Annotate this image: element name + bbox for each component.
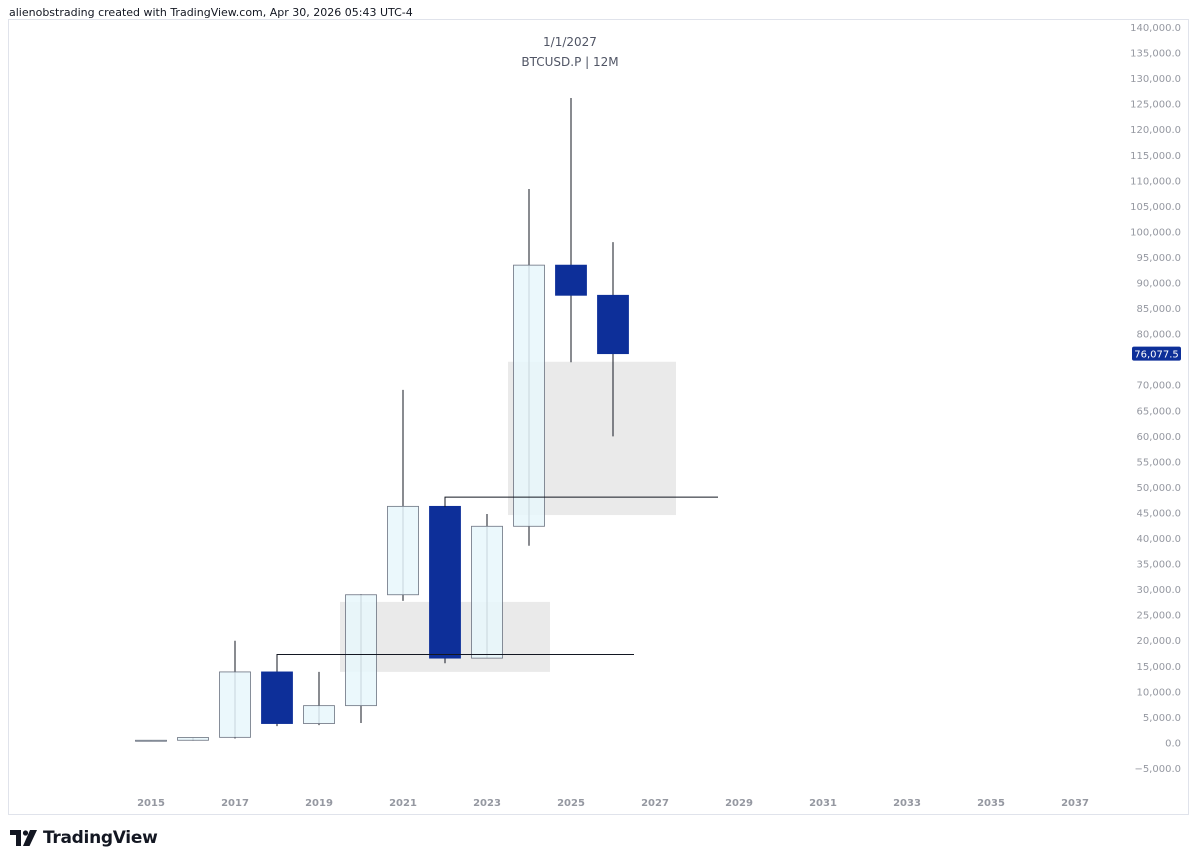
time-axis: 2015 2017 2019 2021 2023 2025 2027 2029 2031 2033…: [137, 798, 1089, 809]
horizontal-level-line[interactable]: [444, 496, 718, 508]
levels-layer: [276, 496, 718, 665]
y-tick-label: −5,000.0: [1134, 764, 1181, 775]
candle-body-up: [177, 737, 209, 741]
candle-body-up: [303, 705, 335, 724]
candle[interactable]: [429, 497, 461, 664]
x-tick-label: 2021: [389, 798, 417, 809]
y-tick-label: 95,000.0: [1136, 253, 1181, 264]
y-tick-label: 90,000.0: [1136, 279, 1181, 290]
candle[interactable]: [135, 739, 167, 742]
y-tick-label: 105,000.0: [1130, 202, 1181, 213]
x-tick-label: 2035: [977, 798, 1005, 809]
last-price-tag: 76,077.5: [1132, 346, 1181, 361]
y-tick-label: 55,000.0: [1136, 457, 1181, 468]
x-tick-label: 2029: [725, 798, 753, 809]
y-tick-label: 70,000.0: [1136, 381, 1181, 392]
tradingview-logo-text: TradingView: [43, 828, 158, 848]
tradingview-logo-icon: [10, 830, 37, 846]
y-tick-label: 125,000.0: [1130, 100, 1181, 111]
x-tick-label: 2027: [641, 798, 669, 809]
candlestick-chart[interactable]: 140,000.0 135,000.0 130,000.0 125,000.0 120,…: [9, 20, 1190, 816]
x-tick-label: 2037: [1061, 798, 1089, 809]
x-tick-label: 2033: [893, 798, 921, 809]
horizontal-level-line[interactable]: [276, 654, 634, 665]
y-tick-label: 30,000.0: [1136, 585, 1181, 596]
chart-area[interactable]: 140,000.0 135,000.0 130,000.0 125,000.0 120,…: [8, 19, 1189, 815]
y-tick-label: 60,000.0: [1136, 432, 1181, 443]
y-tick-label: 120,000.0: [1130, 125, 1181, 136]
y-tick-label: 100,000.0: [1130, 227, 1181, 238]
candle-body-down: [597, 294, 629, 355]
y-tick-label: 80,000.0: [1136, 330, 1181, 341]
y-tick-label: 45,000.0: [1136, 508, 1181, 519]
candle[interactable]: [219, 640, 251, 739]
x-tick-label: 2017: [221, 798, 249, 809]
candle[interactable]: [345, 594, 377, 724]
x-tick-label: 2019: [305, 798, 333, 809]
last-price-tag-bg: [1132, 346, 1181, 361]
candle-body-down: [555, 264, 587, 296]
y-tick-label: 140,000.0: [1130, 23, 1181, 34]
candle-body-up: [219, 671, 251, 738]
candle-body-up: [471, 525, 503, 659]
candle-body-up: [135, 739, 167, 742]
x-tick-label: 2025: [557, 798, 585, 809]
candle-body-up: [387, 505, 419, 596]
chart-date-label: 1/1/2027: [543, 35, 597, 49]
y-tick-label: 110,000.0: [1130, 176, 1181, 187]
y-tick-label: 40,000.0: [1136, 534, 1181, 545]
candle[interactable]: [177, 737, 209, 741]
y-tick-label: 10,000.0: [1136, 687, 1181, 698]
y-tick-label: 85,000.0: [1136, 304, 1181, 315]
candle[interactable]: [513, 188, 545, 546]
candle-body-down: [261, 671, 293, 724]
x-tick-label: 2031: [809, 798, 837, 809]
y-tick-label: 20,000.0: [1136, 636, 1181, 647]
last-price-value: 76,077.5: [1134, 350, 1179, 361]
y-tick-label: 50,000.0: [1136, 483, 1181, 494]
y-tick-label: 35,000.0: [1136, 560, 1181, 571]
y-tick-label: 0.0: [1165, 738, 1181, 749]
candle-body-up: [513, 264, 545, 527]
y-tick-label: 5,000.0: [1143, 713, 1181, 724]
candle[interactable]: [387, 389, 419, 601]
chart-credit: alienobstrading created with TradingView…: [9, 6, 413, 19]
x-tick-label: 2023: [473, 798, 501, 809]
chart-symbol-label: BTCUSD.P | 12M: [521, 55, 618, 69]
x-tick-label: 2015: [137, 798, 165, 809]
candle[interactable]: [471, 514, 503, 659]
y-tick-label: 135,000.0: [1130, 49, 1181, 60]
tradingview-logo[interactable]: TradingView: [10, 828, 158, 848]
candle[interactable]: [261, 654, 293, 727]
y-tick-label: 25,000.0: [1136, 611, 1181, 622]
candle[interactable]: [555, 98, 587, 363]
y-tick-label: 115,000.0: [1130, 151, 1181, 162]
candle-body-down: [429, 505, 461, 659]
candle-body-up: [345, 594, 377, 707]
y-tick-label: 65,000.0: [1136, 406, 1181, 417]
y-tick-label: 15,000.0: [1136, 662, 1181, 673]
candle[interactable]: [303, 671, 335, 726]
y-tick-label: 130,000.0: [1130, 74, 1181, 85]
price-axis: 140,000.0 135,000.0 130,000.0 125,000.0 120,…: [1130, 23, 1181, 775]
candle[interactable]: [597, 242, 629, 437]
candles-layer: [135, 98, 629, 742]
